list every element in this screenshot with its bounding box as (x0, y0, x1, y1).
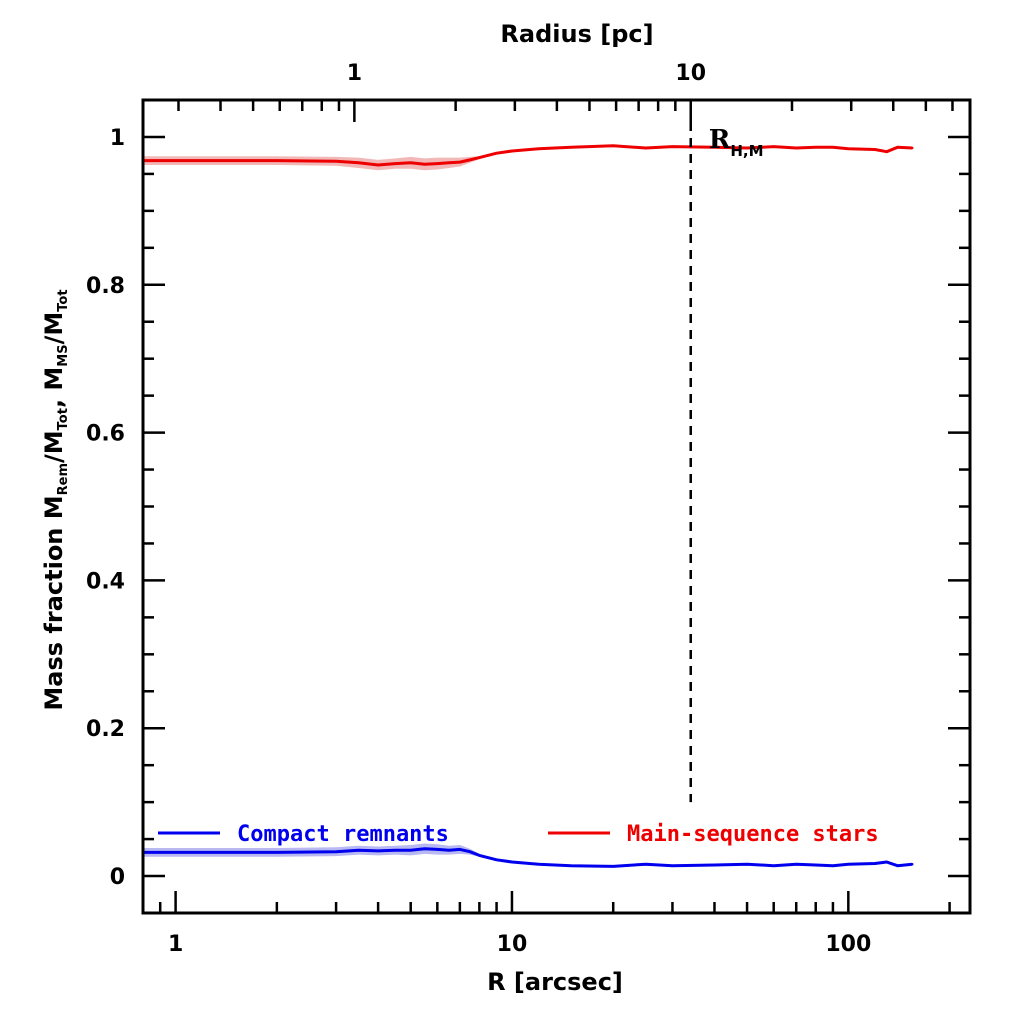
data-point-main-sequence-stars (537, 147, 540, 150)
legend-label-main-sequence-stars: Main-sequence stars (627, 822, 879, 847)
y-tick-label: 0.2 (86, 717, 125, 742)
data-point-compact-remnants (795, 863, 798, 866)
data-point-main-sequence-stars (814, 146, 817, 149)
data-point-compact-remnants (174, 851, 177, 854)
data-point-compact-remnants (468, 850, 472, 853)
data-point-compact-remnants (831, 864, 835, 867)
data-point-compact-remnants (357, 849, 360, 852)
data-point-main-sequence-stars (745, 146, 749, 150)
series-line-main-sequence-stars (143, 144, 913, 167)
legend-label-compact-remnants: Compact remnants (237, 822, 449, 847)
data-point-main-sequence-stars (510, 149, 514, 153)
data-point-main-sequence-stars (644, 146, 647, 150)
data-point-main-sequence-stars (458, 160, 462, 164)
series-lines (141, 144, 914, 868)
data-point-main-sequence-stars (436, 162, 439, 165)
data-point-compact-remnants (376, 849, 380, 853)
data-point-main-sequence-stars (334, 160, 338, 163)
data-point-main-sequence-stars (423, 163, 426, 166)
top-x-tick-label: 1 (347, 61, 362, 86)
data-point-compact-remnants (423, 847, 426, 850)
plot-frame (141, 98, 972, 915)
data-point-compact-remnants (409, 849, 412, 852)
data-point-compact-remnants (873, 862, 877, 865)
data-point-main-sequence-stars (795, 146, 798, 150)
data-point-compact-remnants (570, 864, 573, 867)
data-point-main-sequence-stars (376, 163, 380, 167)
y-tick-label: 0.8 (86, 274, 125, 299)
confidence-bands (143, 145, 913, 868)
data-point-compact-remnants (495, 858, 498, 861)
data-point-compact-remnants (885, 860, 888, 864)
data-point-compact-remnants (644, 863, 647, 866)
data-point-compact-remnants (772, 864, 775, 867)
data-point-main-sequence-stars (885, 150, 888, 153)
data-point-main-sequence-stars (873, 148, 877, 151)
data-point-compact-remnants (537, 863, 540, 866)
data-point-compact-remnants (275, 851, 279, 854)
y-tick-label: 0.4 (86, 569, 125, 594)
data-point-compact-remnants (911, 863, 914, 866)
data-point-main-sequence-stars (612, 144, 615, 147)
band-compact-remnants (143, 843, 913, 868)
data-point-main-sequence-stars (174, 159, 177, 162)
data-point-main-sequence-stars (772, 145, 775, 148)
series-line-compact-remnants (143, 847, 913, 868)
data-point-main-sequence-stars (478, 156, 481, 159)
half-mass-radius-label: RH,M (709, 125, 764, 160)
data-point-compact-remnants (447, 849, 451, 852)
data-point-main-sequence-stars (671, 145, 674, 148)
data-point-compact-remnants (612, 865, 615, 868)
x-tick-label: 1 (168, 932, 183, 957)
data-point-main-sequence-stars (275, 159, 279, 162)
data-point-compact-remnants (436, 848, 439, 851)
band-main-sequence-stars (143, 145, 913, 171)
data-point-compact-remnants (458, 848, 462, 851)
data-point-main-sequence-stars (847, 147, 850, 150)
data-point-main-sequence-stars (394, 162, 397, 165)
data-point-compact-remnants (814, 863, 817, 867)
top-x-axis-title: Radius [pc] (500, 20, 653, 48)
data-point-main-sequence-stars (357, 161, 360, 164)
data-point-main-sequence-stars (570, 146, 573, 149)
data-point-compact-remnants (394, 849, 397, 852)
data-point-compact-remnants (671, 864, 674, 867)
data-point-main-sequence-stars (495, 152, 498, 155)
data-point-compact-remnants (510, 860, 514, 864)
axis-ticks (141, 100, 970, 913)
data-point-main-sequence-stars (831, 146, 835, 149)
data-point-main-sequence-stars (896, 146, 899, 149)
data-point-compact-remnants (847, 863, 850, 866)
data-point-compact-remnants (745, 863, 749, 866)
y-tick-label: 0.6 (86, 422, 125, 447)
data-point-compact-remnants (334, 850, 338, 853)
data-point-compact-remnants (478, 854, 481, 857)
x-axis-title: R [arcsec] (487, 968, 623, 996)
data-point-main-sequence-stars (409, 161, 412, 164)
y-axis-title: Mass fraction MRem/MTot, MMS/MTot (40, 289, 71, 710)
data-point-compact-remnants (896, 864, 899, 867)
x-tick-label: 10 (497, 932, 528, 957)
legend: Compact remnants Main-sequence stars (158, 822, 879, 847)
data-point-main-sequence-stars (468, 158, 472, 162)
top-x-tick-label: 10 (675, 61, 706, 86)
y-tick-label: 0 (110, 865, 125, 890)
data-point-main-sequence-stars (713, 146, 716, 149)
y-tick-label: 1 (110, 126, 125, 151)
x-tick-label: 100 (825, 932, 871, 957)
data-point-main-sequence-stars (911, 146, 914, 150)
data-point-compact-remnants (713, 863, 716, 867)
data-point-main-sequence-stars (447, 161, 451, 164)
